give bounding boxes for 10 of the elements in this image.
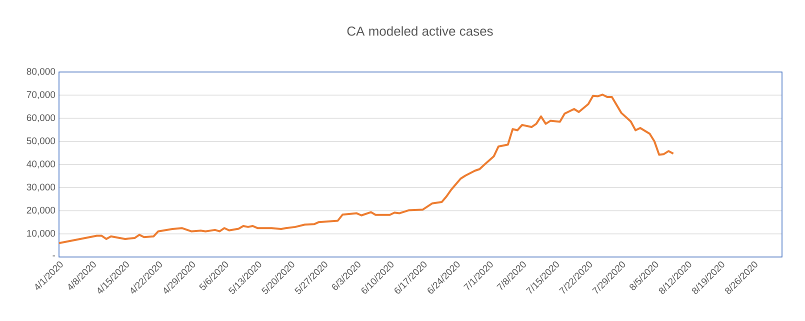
y-tick-label: 10,000: [27, 230, 56, 238]
line-series: [58, 94, 674, 244]
y-tick-label: 50,000: [26, 137, 56, 146]
y-tick-label: 40,000: [26, 160, 56, 168]
y-tick-label: 20,000: [26, 206, 56, 215]
y-tick-label: 60,000: [26, 114, 56, 122]
y-tick-label: 80,000: [26, 68, 56, 76]
y-tick-label: 70,000: [26, 91, 56, 100]
chart-title: CA modeled active cases: [347, 26, 493, 36]
y-tick-label: 30,000: [26, 184, 56, 192]
